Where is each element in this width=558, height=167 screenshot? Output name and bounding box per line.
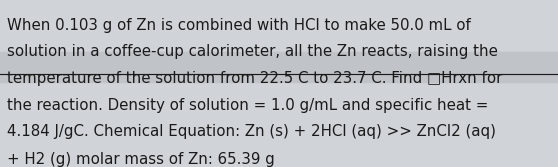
Text: When 0.103 g of Zn is combined with HCl to make 50.0 mL of: When 0.103 g of Zn is combined with HCl … [7,18,471,33]
Text: solution in a coffee-cup calorimeter, all the Zn reacts, raising the: solution in a coffee-cup calorimeter, al… [7,44,498,59]
Text: the reaction. Density of solution = 1.0 g/mL and specific heat =: the reaction. Density of solution = 1.0 … [7,98,489,113]
Text: + H2 (g) molar mass of Zn: 65.39 g: + H2 (g) molar mass of Zn: 65.39 g [7,152,275,167]
Text: temperature of the solution from 22.5 C to 23.7 C. Find □Hrxn for: temperature of the solution from 22.5 C … [7,71,503,86]
Text: 4.184 J/gC. Chemical Equation: Zn (s) + 2HCl (aq) >> ZnCl2 (aq): 4.184 J/gC. Chemical Equation: Zn (s) + … [7,124,496,139]
